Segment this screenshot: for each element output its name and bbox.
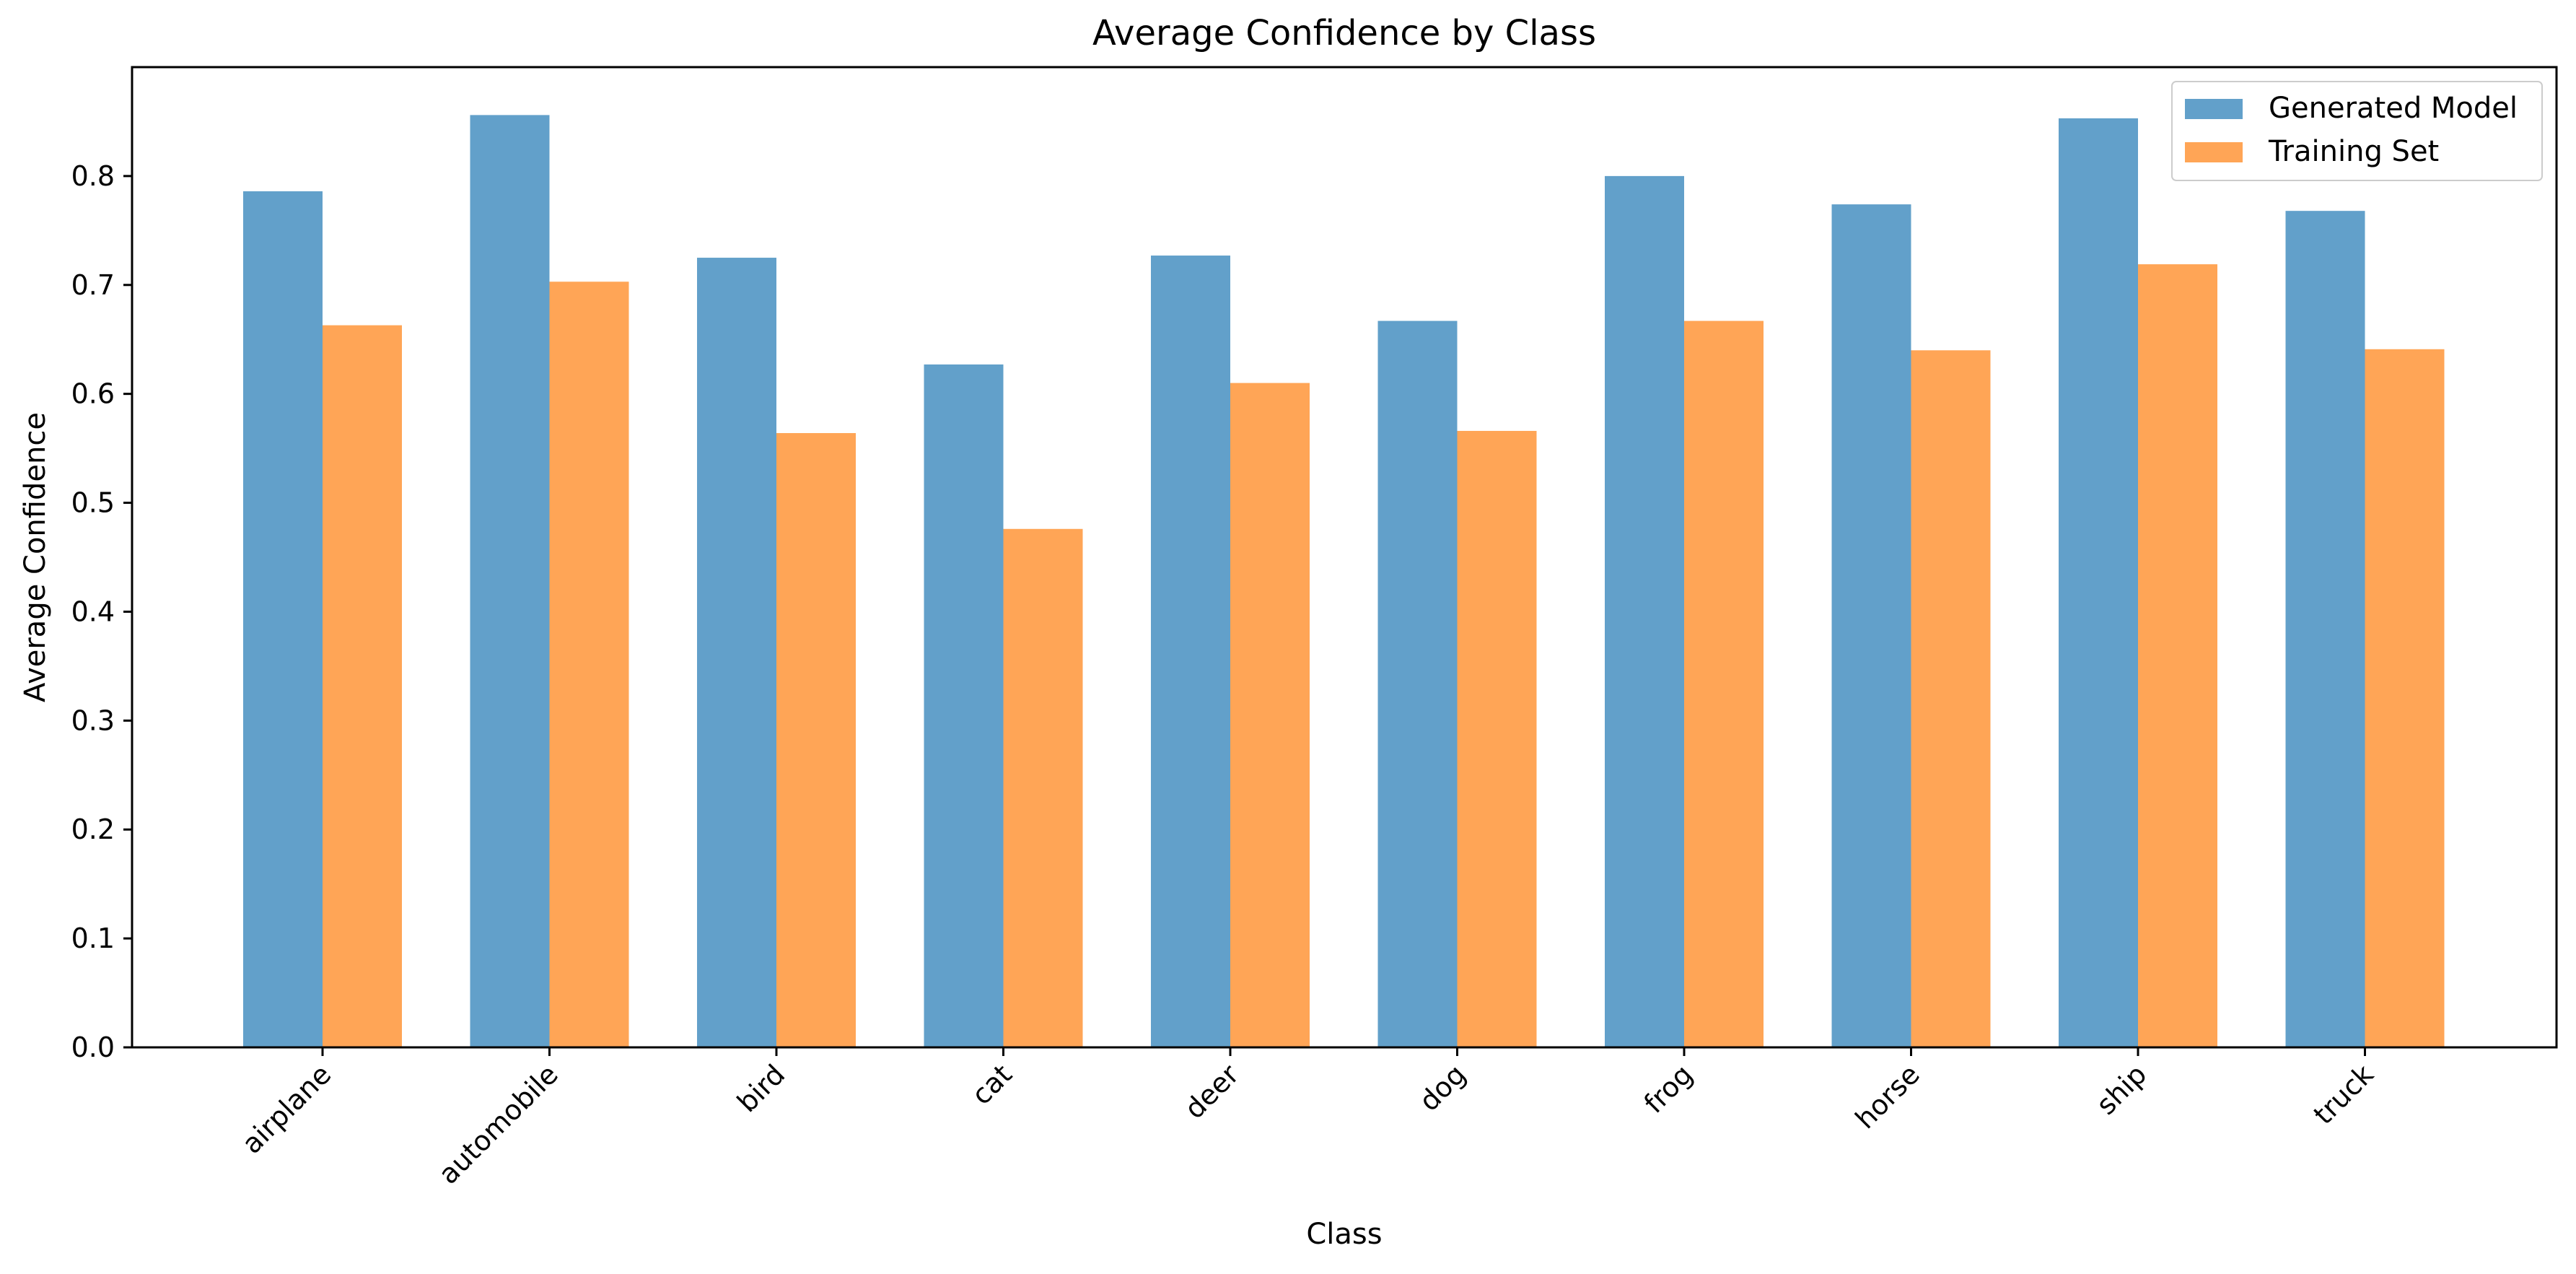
bar-airplane-generated-model [243, 191, 323, 1048]
bar-bird-training-set [776, 432, 856, 1047]
bar-truck-training-set [2365, 349, 2445, 1047]
y-tick-label: 0.6 [71, 378, 115, 410]
bar-ship-generated-model [2059, 118, 2138, 1048]
y-tick-label: 0.0 [71, 1031, 115, 1063]
bar-automobile-generated-model [470, 115, 550, 1047]
y-tick-label: 0.8 [71, 160, 115, 192]
bar-marks [243, 115, 2445, 1048]
legend: Generated Model Training Set [2171, 81, 2543, 181]
y-axis-label: Average Confidence [19, 412, 52, 702]
bar-airplane-training-set [323, 325, 402, 1047]
y-tick-label: 0.2 [71, 813, 115, 845]
bar-cat-training-set [1003, 528, 1083, 1047]
bar-dog-training-set [1457, 430, 1537, 1047]
bar-deer-training-set [1230, 383, 1310, 1047]
legend-box [2171, 81, 2543, 181]
x-axis-label: Class [1306, 1218, 1382, 1251]
bar-dog-generated-model [1377, 320, 1458, 1047]
bar-horse-training-set [1911, 350, 1991, 1047]
y-tick-label: 0.5 [71, 487, 115, 519]
y-tick-label: 0.3 [71, 704, 115, 736]
bar-cat-generated-model [924, 364, 1004, 1048]
legend-label: Generated Model [2269, 92, 2518, 125]
y-tick-label: 0.4 [71, 595, 115, 627]
bar-ship-training-set [2138, 264, 2217, 1047]
bar-frog-training-set [1684, 320, 1764, 1047]
y-tick-label: 0.7 [71, 269, 115, 301]
bar-truck-generated-model [2285, 211, 2365, 1047]
legend-swatch [2185, 99, 2243, 119]
chart-title: Average Confidence by Class [1092, 13, 1596, 53]
bar-automobile-training-set [549, 282, 629, 1047]
bar-horse-generated-model [1831, 204, 1911, 1047]
bar-bird-generated-model [697, 258, 776, 1047]
legend-swatch [2185, 142, 2243, 162]
bar-deer-generated-model [1151, 256, 1230, 1047]
y-tick-label: 0.1 [71, 922, 115, 954]
bar-frog-generated-model [1605, 175, 1684, 1047]
legend-label: Training Set [2268, 135, 2439, 168]
y-axis: 0.0 0.1 0.2 0.3 0.4 0.5 0.6 0.7 0.8 [71, 160, 132, 1063]
axes-frame [131, 66, 2558, 1049]
